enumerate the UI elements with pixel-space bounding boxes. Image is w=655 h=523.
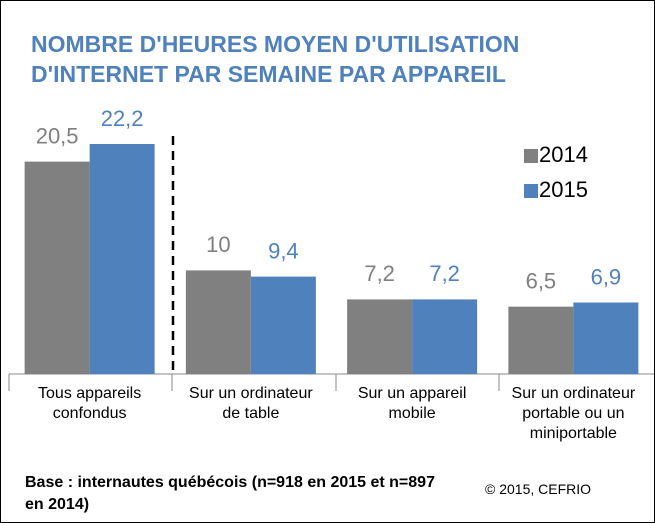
data-label: 6,5 [526,268,557,293]
x-tick-label: Sur un ordinateur de table [189,385,313,422]
chart-title: NOMBRE D'HEURES MOYEN D'UTILISATION D'IN… [31,31,520,87]
legend-label: 2015 [539,177,588,202]
note: Base : internautes québécois (n=918 en 2… [25,474,435,513]
bar [508,306,574,374]
data-label: 10 [206,232,230,257]
data-label: 9,4 [268,238,299,263]
data-label: 20,5 [36,123,79,148]
x-tick-label: Sur un ordinateur portable ou un minipor… [511,385,636,442]
x-tick-label: Tous appareils confondus [38,385,142,422]
data-label: 7,2 [364,261,395,286]
legend-swatch [524,184,538,198]
data-label: 22,2 [101,106,144,131]
bar [347,299,413,374]
bar [24,161,90,374]
bar [573,302,639,374]
source: © 2015, CEFRIO [485,481,592,497]
bar [185,270,251,374]
data-label: 7,2 [429,261,460,286]
bar [412,299,478,374]
legend-label: 2014 [539,142,588,167]
bar [250,276,316,374]
x-tick-label: Sur un appareil mobile [357,385,467,422]
legend-swatch [524,149,538,163]
data-label: 6,9 [591,264,622,289]
bar [89,144,155,374]
